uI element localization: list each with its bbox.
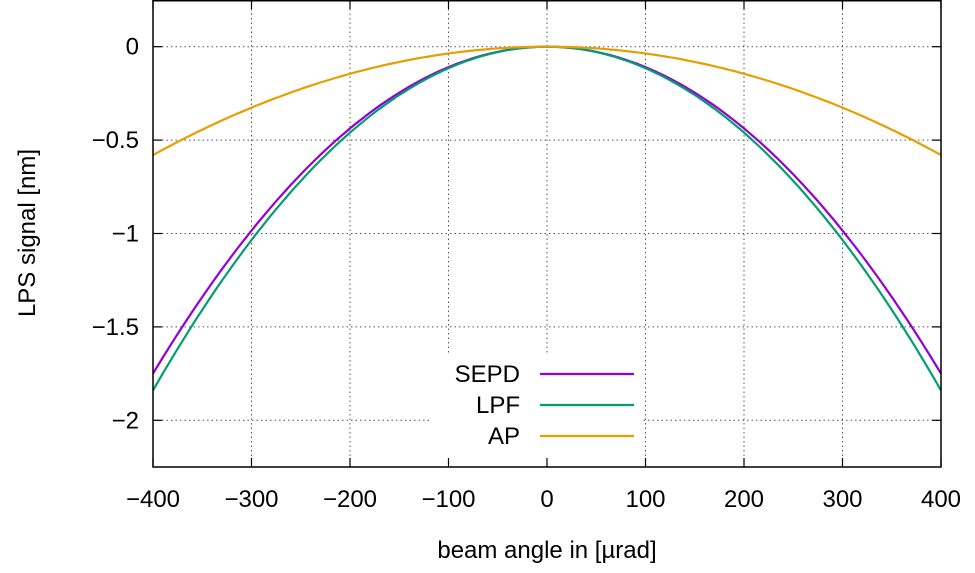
x-tick-label: 100: [625, 486, 665, 513]
x-tick-label: −200: [323, 486, 377, 513]
legend-label-sepd: SEPD: [455, 361, 520, 388]
tick-labels: −400 −300 −200 −100 0 100 200 300 400 0 −0.5 −1 −1.5…: [92, 34, 961, 513]
legend-background: [430, 355, 642, 460]
x-tick-label: −400: [126, 486, 180, 513]
series-lines: [152, 45, 942, 391]
legend-label-ap: AP: [488, 423, 520, 450]
x-tick-label: 300: [822, 486, 862, 513]
x-tick-label: 0: [540, 486, 553, 513]
y-tick-label: −1.5: [92, 314, 139, 341]
y-tick-label: −1: [112, 221, 139, 248]
y-tick-label: −2: [112, 407, 139, 434]
y-tick-label: 0: [126, 34, 139, 61]
y-tick-label: −0.5: [92, 127, 139, 154]
legend-label-lpf: LPF: [476, 392, 520, 419]
x-axis-title: beam angle in [µrad]: [437, 537, 656, 564]
x-tick-label: 200: [724, 486, 764, 513]
legend: SEPD LPF AP: [455, 361, 634, 450]
axis-ticks: [152, 0, 942, 467]
grid-lines: [153, 0, 941, 467]
x-tick-label: −100: [421, 486, 475, 513]
series-line-ap: [152, 45, 942, 156]
x-tick-label: −300: [224, 486, 278, 513]
x-tick-label: 400: [921, 486, 961, 513]
y-axis-title: LPS signal [nm]: [14, 149, 41, 317]
